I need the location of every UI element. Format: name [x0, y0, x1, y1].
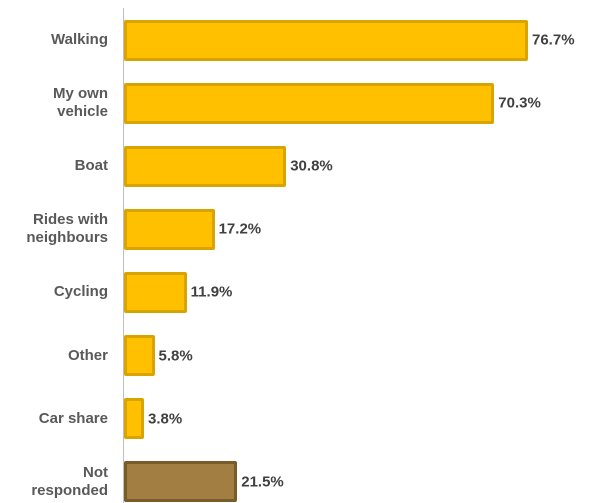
- bar: [124, 335, 155, 376]
- bar: [124, 461, 238, 503]
- data-label: 76.7%: [532, 31, 575, 49]
- data-label: 3.8%: [148, 410, 183, 428]
- category-label: My own vehicle: [53, 85, 108, 121]
- bar: [124, 208, 215, 250]
- bar: [124, 398, 145, 440]
- category-label: Cycling: [53, 283, 108, 301]
- category-label: Walking: [51, 31, 108, 48]
- bar: [124, 82, 495, 124]
- data-label: 21.5%: [241, 473, 284, 491]
- data-label: 5.8%: [158, 347, 193, 364]
- bar: [124, 19, 528, 61]
- category-label: Not responded: [31, 463, 108, 499]
- data-label: 70.3%: [498, 94, 541, 112]
- bar: [124, 271, 187, 313]
- data-label: 30.8%: [290, 157, 333, 175]
- category-label: Boat: [74, 157, 108, 175]
- category-label: Car share: [38, 409, 108, 427]
- category-label: Other: [67, 346, 108, 364]
- data-label: 17.2%: [218, 220, 262, 238]
- category-label: Rides with neighbours: [26, 211, 108, 247]
- bar: [124, 145, 287, 187]
- data-label: 11.9%: [190, 283, 233, 301]
- axis-line: [123, 8, 124, 503]
